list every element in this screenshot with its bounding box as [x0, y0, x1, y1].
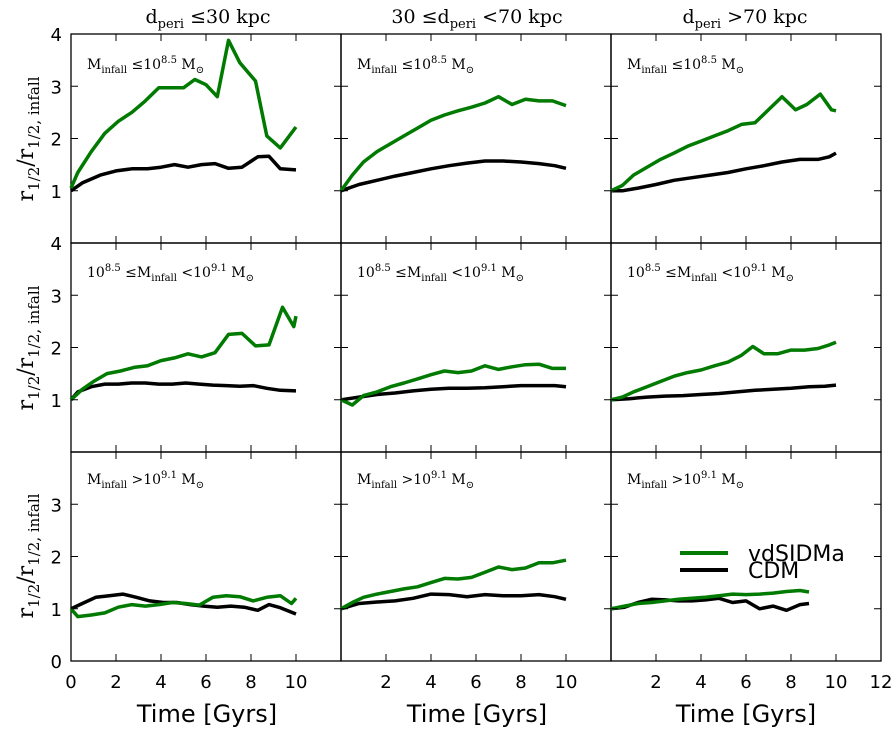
y-tick-label: 2 — [51, 339, 62, 360]
column-title-1: dperi ≤30 kpc — [145, 6, 270, 32]
series-line-cdm-r2c2 — [340, 383, 567, 402]
x-tick-label: 4 — [425, 672, 436, 693]
x-tick-label: 10 — [825, 672, 848, 693]
y-tick-label: 1 — [51, 391, 62, 412]
x-axis-label-col1: Time [Gyrs] — [136, 700, 277, 728]
y-tick-label: 4 — [51, 234, 62, 255]
y-tick-label: 4 — [51, 25, 62, 46]
series-lines — [69, 38, 837, 619]
series-line-vdsidma-r1c2 — [339, 94, 567, 192]
series-line-cdm-r1c3 — [611, 151, 837, 193]
x-tick-label: 6 — [200, 672, 211, 693]
legend: vdSIDMa CDM — [680, 542, 845, 584]
series-line-cdm-r3c2 — [340, 592, 567, 611]
panel-label-r1c1: Minfall ≤108.5 M⊙ — [87, 55, 204, 76]
series-line-cdm-r1c2 — [340, 159, 567, 193]
x-tick-label: 4 — [695, 672, 706, 693]
y-tick-label: 1 — [51, 182, 62, 203]
panel-label-r2c3: 108.5 ≤Minfall <109.1 M⊙ — [627, 263, 794, 284]
series-line-vdsidma-r3c1 — [69, 593, 298, 619]
series-line-vdsidma-r2c3 — [610, 340, 837, 402]
series-line-vdsidma-r2c1 — [69, 305, 298, 402]
y-tick-label: 2 — [51, 548, 62, 569]
y-tick-label: 3 — [51, 77, 62, 98]
x-tick-label: 2 — [110, 672, 121, 693]
y-axis-label-row3: r1/2/r1/2, infall — [14, 493, 43, 618]
y-tick-label: 3 — [51, 495, 62, 516]
x-tick-label: 8 — [785, 672, 796, 693]
legend-label-cdm: CDM — [748, 559, 799, 584]
series-line-cdm-r1c1 — [69, 154, 297, 193]
x-tick-label: 2 — [380, 672, 391, 693]
series-line-vdsidma-r3c2 — [340, 558, 567, 611]
series-line-cdm-r2c1 — [69, 381, 297, 401]
x-tick-label: 12 — [870, 672, 893, 693]
x-tick-label: 6 — [470, 672, 481, 693]
panel-label-r3c3: Minfall >109.1 M⊙ — [627, 470, 744, 491]
series-line-vdsidma-r3c3 — [610, 588, 810, 611]
panel-label-r1c3: Minfall ≤108.5 M⊙ — [627, 55, 744, 76]
y-axis-label-row1: r1/2/r1/2, infall — [14, 76, 43, 201]
x-axis-label-col2: Time [Gyrs] — [406, 700, 547, 728]
x-tick-label: 4 — [155, 672, 166, 693]
series-line-vdsidma-r2c2 — [340, 362, 566, 407]
x-axis-label-col3: Time [Gyrs] — [675, 700, 816, 728]
x-tick-label: 10 — [555, 672, 578, 693]
column-title-2: 30 ≤dperi <70 kpc — [391, 6, 562, 32]
x-tick-label: 10 — [285, 672, 308, 693]
panel-label-r3c2: Minfall >109.1 M⊙ — [357, 470, 474, 491]
panel-label-r2c2: 108.5 ≤Minfall <109.1 M⊙ — [357, 263, 524, 284]
y-tick-label: 3 — [51, 286, 62, 307]
x-tick-label: 6 — [740, 672, 751, 693]
series-line-vdsidma-r1c1 — [69, 38, 298, 189]
column-title-3: dperi >70 kpc — [682, 6, 807, 32]
series-line-vdsidma-r1c3 — [610, 92, 837, 193]
panel-label-r1c2: Minfall ≤108.5 M⊙ — [357, 55, 474, 76]
x-tick-label: 2 — [650, 672, 661, 693]
series-line-cdm-r3c3 — [610, 596, 810, 613]
series-line-cdm-r2c3 — [610, 383, 837, 402]
y-tick-label: 1 — [51, 600, 62, 621]
y-tick-label: 2 — [51, 130, 62, 151]
x-tick-label: 0 — [65, 672, 76, 693]
legend-label-vdsidma: vdSIDMa — [748, 542, 845, 567]
axis-ticks — [71, 34, 881, 661]
x-tick-label: 8 — [515, 672, 526, 693]
y-tick-label: 0 — [51, 652, 62, 673]
y-axis-label-row2: r1/2/r1/2, infall — [14, 285, 43, 410]
panel-label-r2c1: 108.5 ≤Minfall <109.1 M⊙ — [87, 263, 254, 284]
panel-label-r3c1: Minfall >109.1 M⊙ — [87, 470, 204, 491]
x-tick-label: 8 — [245, 672, 256, 693]
